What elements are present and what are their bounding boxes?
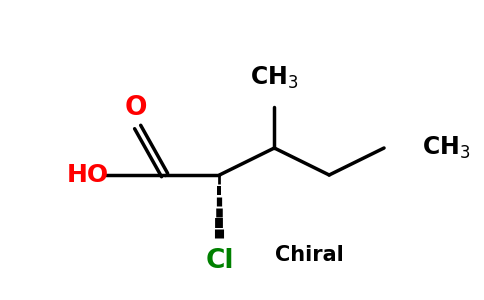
Text: HO: HO: [67, 163, 109, 187]
Text: CH$_3$: CH$_3$: [422, 135, 470, 161]
Text: Cl: Cl: [205, 248, 234, 274]
Text: O: O: [124, 95, 147, 121]
Text: Chiral: Chiral: [275, 245, 344, 265]
Text: CH$_3$: CH$_3$: [250, 65, 299, 91]
